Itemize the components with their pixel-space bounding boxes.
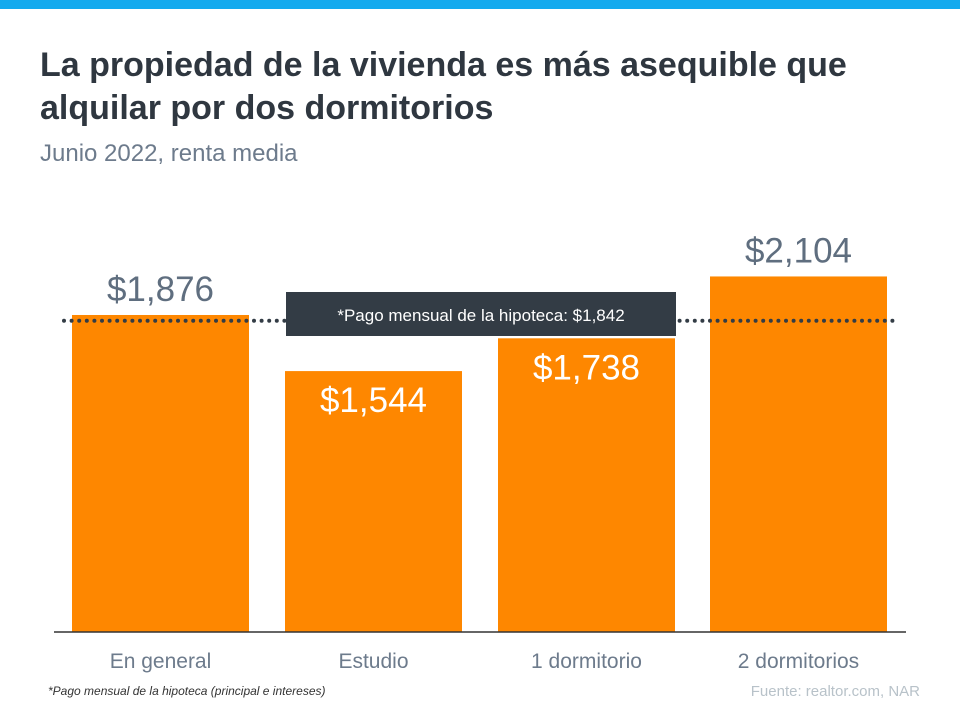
chart-subtitle: Junio 2022, renta media <box>40 140 298 167</box>
bar <box>498 338 675 632</box>
source-note: Fuente: realtor.com, NAR <box>750 683 920 700</box>
data-label: $1,738 <box>533 348 640 387</box>
data-label: $1,876 <box>107 270 214 309</box>
chart-title: La propiedad de la vivienda es más asequ… <box>40 46 847 127</box>
footnote: *Pago mensual de la hipoteca (principal … <box>48 684 326 698</box>
x-tick-label: 2 dormitorios <box>738 650 859 673</box>
bar <box>72 314 249 632</box>
x-tick-label: En general <box>110 650 212 673</box>
data-label: $2,104 <box>745 231 852 270</box>
top-accent-bar <box>0 0 960 9</box>
bar <box>285 371 462 632</box>
data-label: $1,544 <box>320 381 427 420</box>
reference-label: *Pago mensual de la hipoteca: $1,842 <box>337 306 624 325</box>
bar <box>710 276 887 632</box>
x-tick-label: 1 dormitorio <box>531 650 642 673</box>
reference-label-box <box>286 292 676 336</box>
x-tick-label: Estudio <box>338 650 408 673</box>
